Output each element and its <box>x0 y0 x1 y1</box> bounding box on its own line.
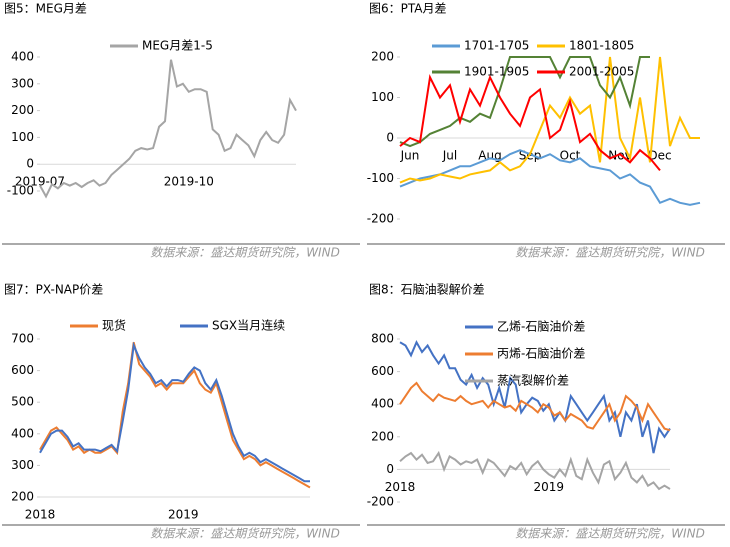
y-tick-label: 300 <box>11 76 34 90</box>
series-line <box>39 341 310 483</box>
x-tick-label: 2019 <box>168 508 199 522</box>
y-tick-label: 700 <box>11 332 34 346</box>
y-tick-label: 200 <box>11 103 34 117</box>
y-tick-label: 400 <box>11 50 34 64</box>
y-tick-label: 200 <box>11 490 34 504</box>
series-line <box>399 450 671 491</box>
x-tick-label: Oct <box>560 149 581 163</box>
y-tick-label: -200 <box>367 212 394 226</box>
y-tick-label: 500 <box>11 395 34 409</box>
y-tick-label: 0 <box>386 462 394 476</box>
chart-title: 图5：MEG月差 <box>4 2 87 16</box>
legend-label: 1901-1905 <box>464 65 529 79</box>
y-tick-label: 0 <box>386 131 394 145</box>
x-tick-label: Jun <box>400 149 420 163</box>
x-tick-label: 2019 <box>534 480 565 494</box>
chart-title: 图8：石脑油裂解价差 <box>369 283 485 297</box>
legend-label: 1801-1805 <box>569 39 634 53</box>
legend-label: 现货 <box>102 318 126 333</box>
y-tick-label: 100 <box>371 90 394 104</box>
series-line <box>39 341 311 489</box>
y-tick-label: 100 <box>11 130 34 144</box>
x-tick-label: Dec <box>648 149 671 163</box>
legend-label: 蒸汽裂解价差 <box>497 373 569 388</box>
chart-title: 图7：PX-NAP价差 <box>4 283 103 297</box>
y-tick-label: 200 <box>371 50 394 64</box>
legend-label: MEG月差1-5 <box>142 39 213 53</box>
y-tick-label: -200 <box>367 495 394 509</box>
series-line <box>399 74 661 172</box>
series-line <box>399 56 700 184</box>
legend-label: 1701-1705 <box>464 39 529 53</box>
x-tick-label: Jul <box>442 149 457 163</box>
y-tick-label: 800 <box>371 332 394 346</box>
legend-label: 2001-2005 <box>569 65 634 79</box>
y-tick-label: 300 <box>11 458 34 472</box>
legend-label: SGX当月连续 <box>212 318 285 333</box>
series-line <box>399 56 650 148</box>
source: 数据来源：盛达期货研究院，WIND <box>150 246 340 260</box>
y-tick-label: 400 <box>371 397 394 411</box>
y-tick-label: 600 <box>11 363 34 377</box>
source: 数据来源：盛达期货研究院，WIND <box>150 527 340 541</box>
legend-label: 乙烯-石脑油价差 <box>497 320 585 334</box>
legend-label: 丙烯-石脑油价差 <box>497 347 585 361</box>
y-tick-label: -100 <box>367 171 394 185</box>
y-tick-label: 400 <box>11 426 34 440</box>
y-tick-label: 200 <box>371 429 394 443</box>
series-line <box>39 59 297 199</box>
series-line <box>399 149 701 206</box>
y-tick-label: -100 <box>7 184 34 198</box>
y-tick-label: 0 <box>26 157 34 171</box>
x-tick-label: 2018 <box>385 480 416 494</box>
x-tick-label: 2019-10 <box>164 175 214 189</box>
source: 数据来源：盛达期货研究院，WIND <box>515 527 705 541</box>
x-tick-label: 2018 <box>25 508 56 522</box>
series-line <box>399 381 671 432</box>
series-line <box>399 340 671 454</box>
source: 数据来源：盛达期货研究院，WIND <box>515 246 705 260</box>
chart-title: 图6：PTA月差 <box>369 2 446 16</box>
y-tick-label: 600 <box>371 364 394 378</box>
